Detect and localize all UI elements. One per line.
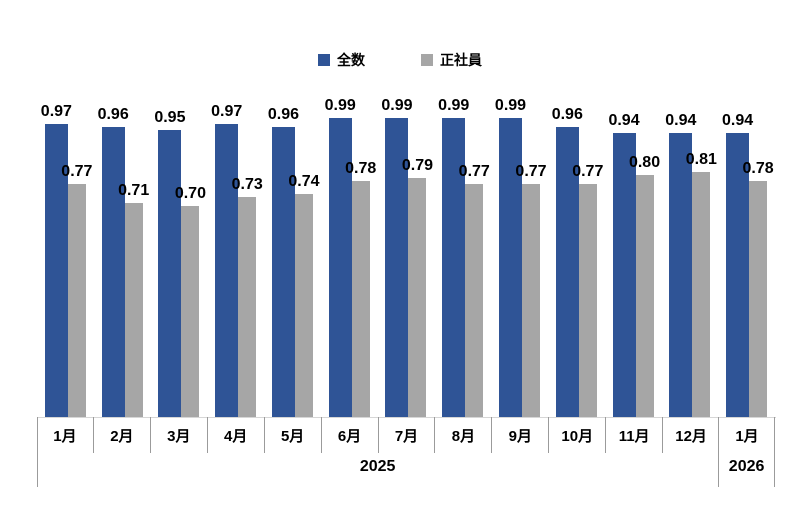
- bar-group: 0.96 0.77: [548, 0, 605, 417]
- bar-group: 0.99 0.77: [491, 0, 548, 417]
- bar-group: 0.99 0.78: [321, 0, 378, 417]
- bar-group: 0.95 0.70: [151, 0, 208, 417]
- bar-value-label: 0.96: [551, 106, 583, 123]
- bar-total: 0.96: [552, 106, 583, 417]
- year-boundary-tick: [37, 417, 38, 487]
- month-label: 12月: [675, 427, 707, 445]
- bar-value-label: 0.94: [721, 112, 754, 129]
- bar-seishain: 0.78: [345, 160, 376, 417]
- month-label: 9月: [492, 417, 550, 453]
- legend-swatch-total: [318, 54, 330, 66]
- year-boundary-tick: [774, 417, 775, 487]
- bar-value-label: 0.70: [174, 185, 206, 202]
- bar-value-label: 0.79: [401, 157, 434, 174]
- bar-value-label: 0.80: [628, 154, 661, 171]
- month-label: 1月: [735, 427, 759, 445]
- bar-group: 0.97 0.73: [207, 0, 264, 417]
- bar-seishain: 0.79: [402, 157, 433, 417]
- month-label: 5月: [265, 417, 322, 453]
- month-label: 2月: [94, 417, 151, 453]
- month-label: 3月: [151, 417, 208, 453]
- bar-total: 0.96: [268, 106, 299, 417]
- bar-value-label: 0.95: [154, 109, 186, 126]
- month-label: 7月: [379, 417, 436, 453]
- year-label: 2026: [728, 458, 765, 475]
- bar-value-label: 0.96: [267, 106, 300, 123]
- bar-value-label: 0.71: [118, 182, 150, 199]
- bar-value-label: 0.99: [494, 97, 527, 114]
- bar-group: 0.94 0.81: [661, 0, 718, 417]
- plot-area: 0.97 0.77 0.96 0.71 0.95 0.70 0.97 0.73 …: [37, 0, 775, 417]
- bar-value-label: 0.96: [97, 106, 129, 123]
- legend-item-seishain: 正社員: [421, 50, 482, 70]
- legend-label-seishain: 正社員: [440, 52, 482, 68]
- bar-seishain: 0.77: [61, 163, 92, 417]
- bar-value-label: 0.77: [61, 163, 93, 180]
- bar-value-label: 0.97: [211, 103, 243, 120]
- bar-value-label: 0.74: [288, 173, 320, 190]
- bar-seishain: 0.80: [629, 154, 660, 417]
- bar-seishain: 0.81: [686, 151, 717, 417]
- bar-seishain: 0.77: [515, 163, 547, 417]
- month-label: 11月: [606, 417, 664, 453]
- bar-total: 0.99: [325, 97, 356, 417]
- bar-group: 0.99 0.79: [378, 0, 435, 417]
- bar-value-label: 0.77: [458, 163, 490, 180]
- bar-total: 0.99: [495, 97, 526, 417]
- bar-total: 0.97: [211, 103, 242, 417]
- bar-group: 0.97 0.77: [37, 0, 94, 417]
- month-label: 6月: [322, 417, 379, 453]
- bar-group: 0.96 0.74: [264, 0, 321, 417]
- x-axis-region: 1月 2月 3月 4月 5月 6月 7月 8月 9月 10月 11月 12月 1月 2025 2026: [37, 417, 775, 492]
- bar-value-label: 0.78: [345, 160, 377, 177]
- bar-value-label: 0.99: [324, 97, 356, 114]
- bar-total: 0.94: [608, 112, 640, 417]
- bar-value-label: 0.94: [665, 112, 697, 129]
- bar-group: 0.96 0.71: [94, 0, 151, 417]
- year-boundary-tick: [718, 417, 720, 487]
- bar-value-label: 0.78: [742, 160, 774, 177]
- bar-total: 0.96: [98, 106, 129, 417]
- month-label: 4月: [208, 417, 265, 453]
- year-label: 2025: [359, 458, 396, 475]
- bar-seishain: 0.77: [572, 163, 603, 417]
- bar-group: 0.94 0.78: [718, 0, 775, 417]
- month-label: 10月: [549, 417, 607, 453]
- bar-group: 0.99 0.77: [434, 0, 491, 417]
- bar-value-label: 0.94: [608, 112, 640, 129]
- legend-label-total: 全数: [337, 52, 365, 68]
- bar-value-label: 0.99: [381, 97, 413, 114]
- bar-total: 0.99: [381, 97, 413, 417]
- bar-seishain: 0.70: [175, 185, 206, 417]
- legend: 全数 正社員: [0, 50, 800, 70]
- bar-value-label: 0.77: [515, 163, 547, 180]
- bar-seishain: 0.73: [232, 176, 263, 417]
- bar-seishain: 0.77: [459, 163, 490, 417]
- bar-seishain: 0.74: [288, 173, 320, 417]
- bar-value-label: 0.99: [438, 97, 470, 114]
- bar-group: 0.94 0.80: [605, 0, 662, 417]
- bar-total: 0.94: [665, 112, 696, 417]
- bar-seishain: 0.78: [742, 160, 774, 417]
- legend-item-total: 全数: [318, 50, 365, 70]
- bar-value-label: 0.97: [40, 103, 72, 120]
- month-label-row: 1月 2月 3月 4月 5月 6月 7月 8月 9月 10月 11月 12月 1月: [37, 417, 775, 453]
- bar-total: 0.99: [438, 97, 469, 417]
- x-axis-line: [37, 417, 776, 418]
- month-label: 1月: [37, 417, 94, 453]
- legend-swatch-seishain: [421, 54, 433, 66]
- bar-total: 0.97: [41, 103, 72, 417]
- bar-value-label: 0.73: [231, 176, 263, 193]
- bar-total: 0.94: [722, 112, 753, 417]
- month-label: 8月: [435, 417, 493, 453]
- bar-seishain: 0.71: [118, 182, 149, 417]
- bar-total: 0.95: [154, 109, 185, 417]
- bar-value-label: 0.77: [572, 163, 604, 180]
- bar-value-label: 0.81: [685, 151, 717, 168]
